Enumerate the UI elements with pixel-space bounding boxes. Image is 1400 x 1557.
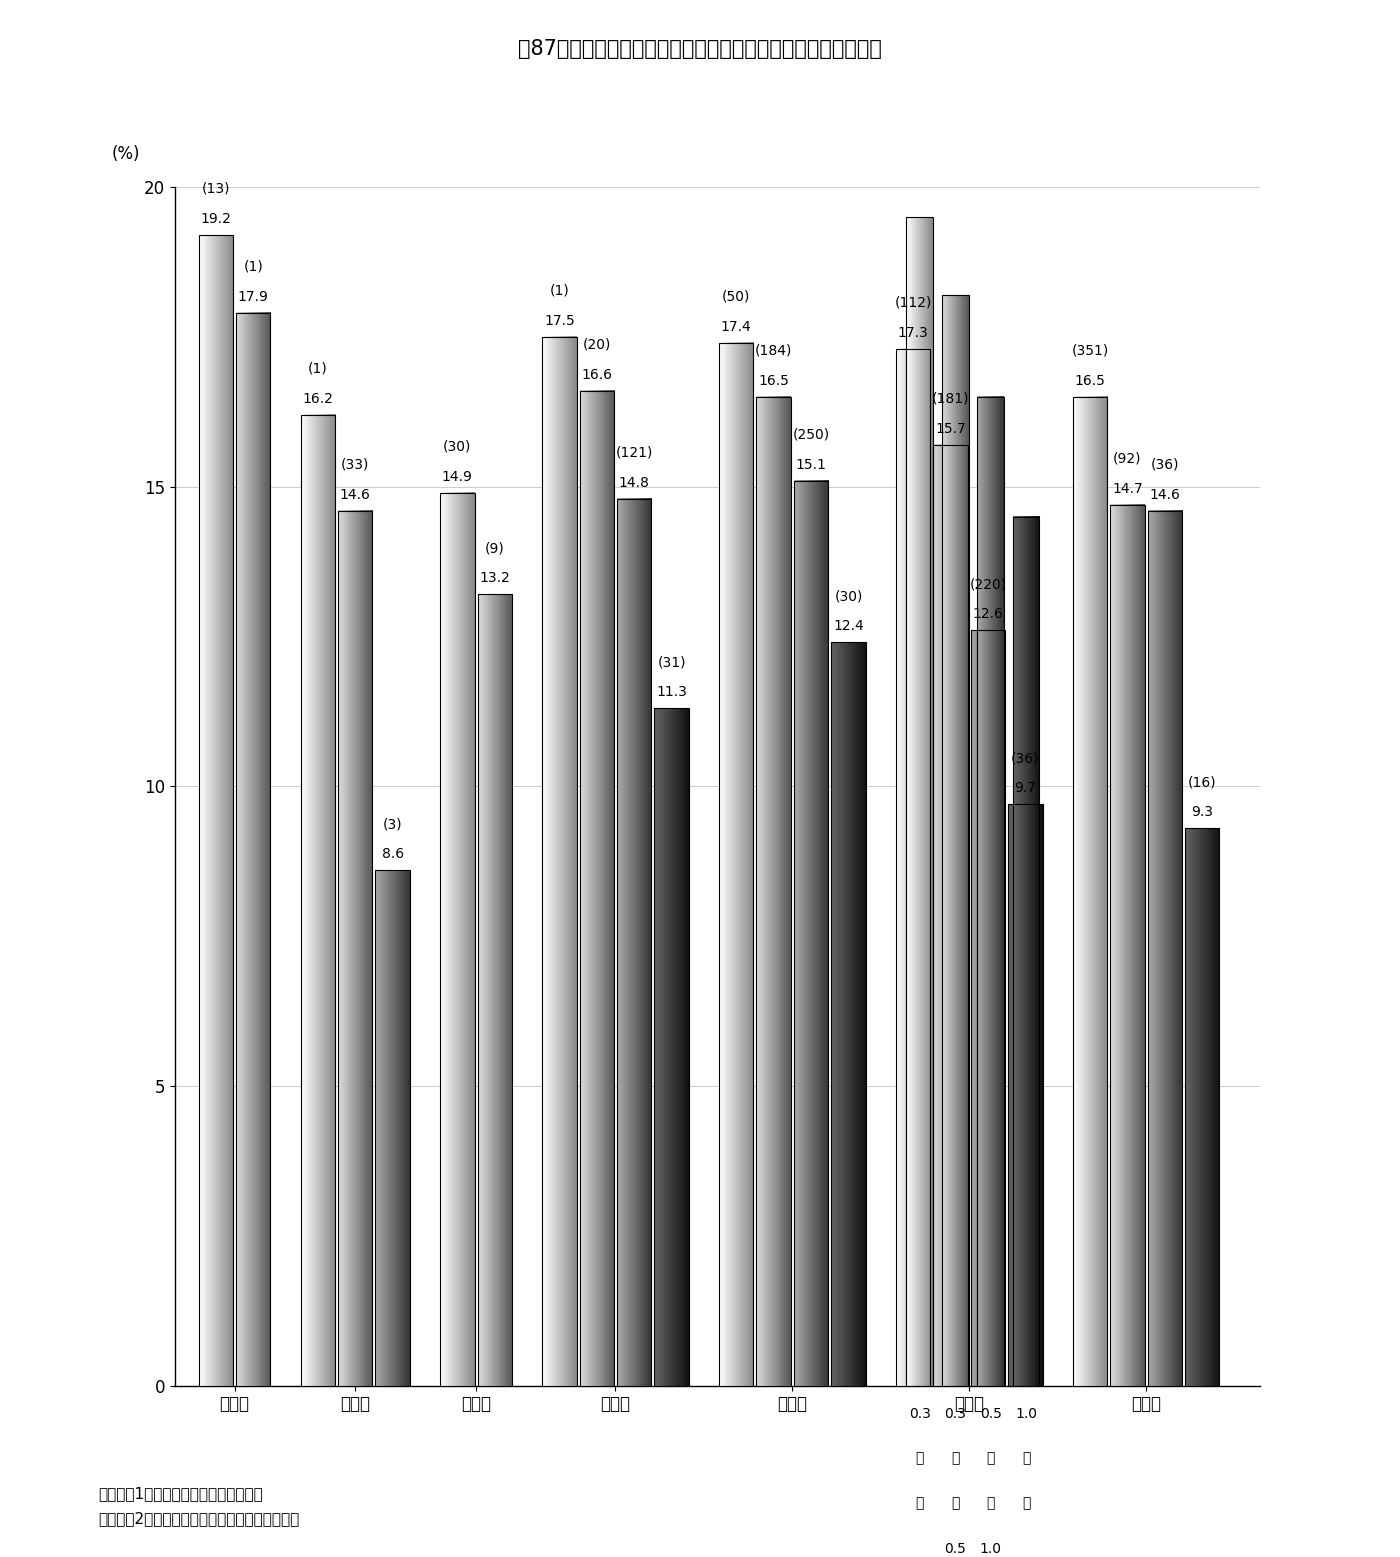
Text: 14.6: 14.6 xyxy=(340,487,371,501)
Bar xyxy=(1110,504,1145,1386)
Text: 16.2: 16.2 xyxy=(302,392,333,406)
Bar xyxy=(199,235,232,1386)
Text: 17.4: 17.4 xyxy=(721,319,752,333)
Text: 上: 上 xyxy=(1022,1496,1030,1510)
Text: (1): (1) xyxy=(549,283,570,297)
Text: 未: 未 xyxy=(916,1451,924,1465)
Text: 9.7: 9.7 xyxy=(1015,782,1036,796)
Text: 15.7: 15.7 xyxy=(935,422,966,436)
Text: 0.5: 0.5 xyxy=(945,1541,966,1555)
Text: 2　（　）内の数値は、団体数である。: 2 （ ）内の数値は、団体数である。 xyxy=(98,1510,300,1526)
Text: 14.9: 14.9 xyxy=(442,470,473,484)
Text: 1.0: 1.0 xyxy=(980,1541,1001,1555)
Bar xyxy=(756,397,791,1386)
Text: 1.0: 1.0 xyxy=(1015,1406,1037,1420)
Bar xyxy=(906,216,934,1386)
Text: (30): (30) xyxy=(444,439,472,453)
Text: 0.3: 0.3 xyxy=(909,1406,931,1420)
Bar xyxy=(375,870,410,1386)
Text: 12.6: 12.6 xyxy=(973,607,1004,621)
Text: 11.3: 11.3 xyxy=(657,685,687,699)
Text: 以: 以 xyxy=(1022,1451,1030,1465)
Text: 第87図　団体規模別財政力指数段階別の実質公債費比率の状況: 第87図 団体規模別財政力指数段階別の実質公債費比率の状況 xyxy=(518,39,882,59)
Text: 17.9: 17.9 xyxy=(238,290,269,304)
Bar xyxy=(934,445,967,1386)
Bar xyxy=(301,414,335,1386)
Bar xyxy=(794,481,829,1386)
Text: (181): (181) xyxy=(932,392,969,406)
Bar xyxy=(942,294,969,1386)
Text: 13.2: 13.2 xyxy=(479,571,510,585)
Y-axis label: (%): (%) xyxy=(112,145,140,163)
Text: 0.3: 0.3 xyxy=(945,1406,966,1420)
Text: (92): (92) xyxy=(1113,452,1141,466)
Text: 以: 以 xyxy=(987,1451,995,1465)
Bar xyxy=(337,511,372,1386)
Text: 16.5: 16.5 xyxy=(1074,374,1106,388)
Bar xyxy=(1072,397,1107,1386)
Text: 19.2: 19.2 xyxy=(200,212,231,226)
Text: (16): (16) xyxy=(1187,775,1217,789)
Text: (30): (30) xyxy=(834,590,862,604)
Text: 満: 満 xyxy=(916,1496,924,1510)
Text: (220): (220) xyxy=(969,578,1007,592)
Text: 17.3: 17.3 xyxy=(897,325,928,339)
Bar xyxy=(654,708,689,1386)
Text: (50): (50) xyxy=(722,290,750,304)
Text: 15.1: 15.1 xyxy=(795,458,826,472)
Bar xyxy=(1184,828,1219,1386)
Text: 16.5: 16.5 xyxy=(759,374,790,388)
Bar xyxy=(580,391,615,1386)
Text: (112): (112) xyxy=(895,296,932,310)
Bar xyxy=(977,397,1004,1386)
Text: (20): (20) xyxy=(582,338,610,352)
Bar xyxy=(237,313,270,1386)
Text: （注）　1　比率は、加重平均である。: （注） 1 比率は、加重平均である。 xyxy=(98,1485,263,1501)
Text: 17.5: 17.5 xyxy=(545,313,575,327)
Text: (33): (33) xyxy=(342,458,370,472)
Bar xyxy=(1008,805,1043,1386)
Text: 上: 上 xyxy=(987,1496,995,1510)
Bar xyxy=(617,498,651,1386)
Text: 14.6: 14.6 xyxy=(1149,487,1180,501)
Text: 上: 上 xyxy=(951,1496,959,1510)
Text: 14.8: 14.8 xyxy=(619,475,650,489)
Text: 0.5: 0.5 xyxy=(980,1406,1001,1420)
Text: (9): (9) xyxy=(484,542,504,556)
Bar xyxy=(1012,517,1039,1386)
Text: (36): (36) xyxy=(1011,752,1040,766)
Text: (1): (1) xyxy=(244,260,263,274)
Text: (250): (250) xyxy=(792,428,830,442)
Text: 14.7: 14.7 xyxy=(1112,481,1142,495)
Bar xyxy=(477,595,512,1386)
Text: (3): (3) xyxy=(382,817,402,831)
Text: (13): (13) xyxy=(202,182,230,196)
Text: (121): (121) xyxy=(616,445,652,459)
Text: (351): (351) xyxy=(1071,344,1109,358)
Bar xyxy=(440,492,475,1386)
Bar xyxy=(1148,511,1182,1386)
Bar xyxy=(832,643,865,1386)
Text: (1): (1) xyxy=(308,361,328,375)
Bar xyxy=(720,343,753,1386)
Bar xyxy=(970,631,1005,1386)
Text: (31): (31) xyxy=(658,655,686,670)
Text: 8.6: 8.6 xyxy=(382,847,403,861)
Text: (184): (184) xyxy=(755,344,792,358)
Text: 以: 以 xyxy=(951,1451,959,1465)
Bar xyxy=(542,336,577,1386)
Text: 16.6: 16.6 xyxy=(581,367,612,381)
Text: 12.4: 12.4 xyxy=(833,620,864,634)
Bar xyxy=(896,349,930,1386)
Text: (36): (36) xyxy=(1151,458,1179,472)
Text: 9.3: 9.3 xyxy=(1191,805,1214,819)
